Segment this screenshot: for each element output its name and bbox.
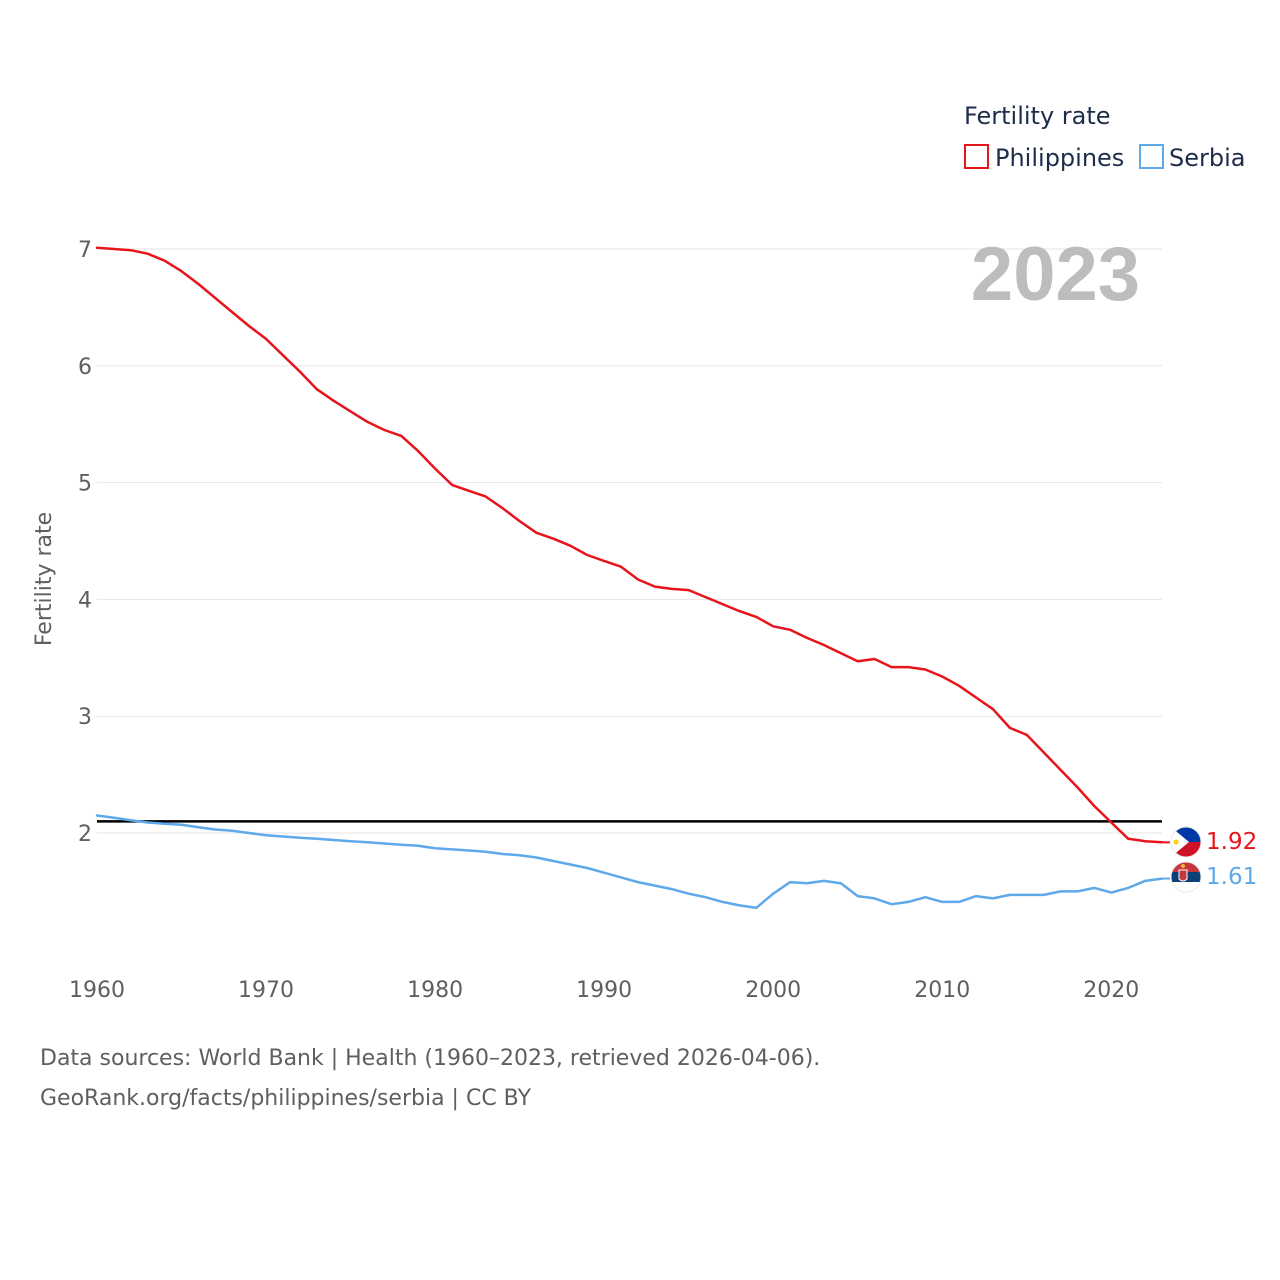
y-tick-label-7: 7	[78, 238, 92, 263]
x-tick-label-2000: 2000	[745, 978, 801, 1003]
end-label-philippines: 1.92	[1206, 829, 1257, 855]
y-axis-title: Fertility rate	[32, 512, 57, 646]
x-tick-label-1970: 1970	[238, 978, 294, 1003]
serbia-flag-icon	[1170, 861, 1202, 893]
x-tick-label-1980: 1980	[407, 978, 463, 1003]
legend: Fertility rate Philippines Serbia	[964, 102, 1245, 172]
y-tick-label-5: 5	[78, 472, 92, 497]
series-line-serbia[interactable]	[95, 814, 1164, 910]
series-lines	[95, 246, 1170, 910]
legend-label-serbia[interactable]: Serbia	[1169, 144, 1245, 172]
y-tick-label-6: 6	[78, 355, 92, 380]
x-tick-label-2010: 2010	[914, 978, 970, 1003]
legend-title: Fertility rate	[964, 102, 1111, 130]
footer-attribution[interactable]: GeoRank.org/facts/philippines/serbia | C…	[40, 1086, 532, 1111]
y-axis-ticks: 2 3 4 5 6 7	[78, 238, 92, 847]
grid-lines	[97, 248, 1162, 834]
y-tick-label-3: 3	[78, 705, 92, 730]
legend-swatch-serbia[interactable]	[1139, 144, 1164, 169]
footer-data-sources: Data sources: World Bank | Health (1960–…	[40, 1046, 821, 1071]
x-tick-label-1990: 1990	[576, 978, 632, 1003]
current-year-label: 2023	[971, 232, 1140, 317]
legend-label-philippines[interactable]: Philippines	[995, 144, 1124, 172]
x-tick-label-2020: 2020	[1083, 978, 1139, 1003]
x-tick-label-1960: 1960	[69, 978, 125, 1003]
x-axis-ticks: 1960 1970 1980 1990 2000 2010 2020	[69, 978, 1139, 1003]
y-tick-label-2: 2	[78, 822, 92, 847]
philippines-flag-icon	[1170, 826, 1202, 858]
series-line-philippines[interactable]	[95, 246, 1164, 844]
legend-swatch-philippines[interactable]	[964, 144, 989, 169]
y-tick-label-4: 4	[78, 588, 92, 613]
end-label-serbia: 1.61	[1206, 864, 1257, 890]
